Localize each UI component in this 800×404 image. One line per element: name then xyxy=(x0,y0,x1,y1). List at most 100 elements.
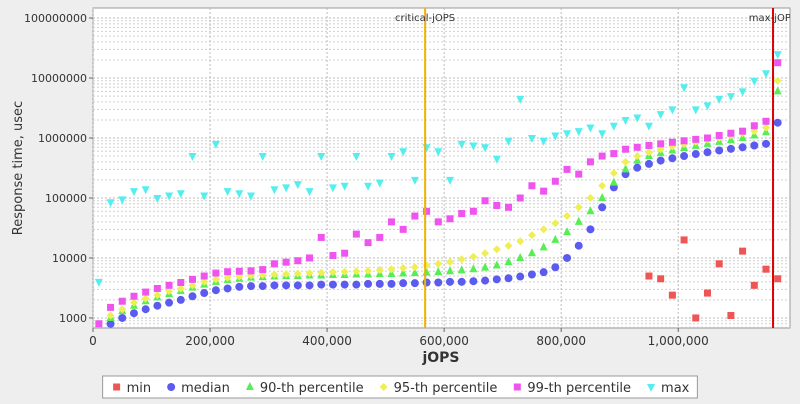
legend-item: 99-th percentile xyxy=(513,381,631,396)
point xyxy=(458,210,466,218)
point xyxy=(516,252,525,261)
point xyxy=(167,383,176,391)
point xyxy=(200,192,209,201)
point xyxy=(375,279,384,288)
point xyxy=(586,158,594,166)
plot-area xyxy=(92,7,791,329)
point xyxy=(609,177,618,186)
point xyxy=(527,248,536,257)
point xyxy=(387,279,396,288)
point xyxy=(282,184,291,193)
point xyxy=(399,148,408,157)
point xyxy=(118,196,127,205)
point xyxy=(118,297,126,305)
point xyxy=(223,188,232,197)
legend-item: median xyxy=(167,381,230,396)
point xyxy=(563,227,572,236)
point xyxy=(445,277,454,286)
point xyxy=(141,294,150,303)
point xyxy=(130,292,138,300)
point xyxy=(245,382,254,390)
point xyxy=(598,192,607,201)
point xyxy=(516,272,525,281)
point xyxy=(387,153,396,162)
point xyxy=(691,150,700,159)
point xyxy=(328,280,337,289)
point xyxy=(129,188,138,197)
point xyxy=(574,203,583,212)
point xyxy=(715,132,723,140)
point xyxy=(317,233,325,241)
x-tick-label: 0 xyxy=(89,334,97,348)
point xyxy=(762,117,770,125)
point xyxy=(762,139,771,148)
point xyxy=(177,278,185,286)
point xyxy=(188,292,197,301)
point xyxy=(551,263,560,272)
point xyxy=(129,309,138,318)
point xyxy=(176,190,185,199)
point xyxy=(106,199,115,208)
point xyxy=(739,127,747,135)
point xyxy=(235,267,243,275)
point xyxy=(410,176,419,185)
point xyxy=(364,266,373,275)
point xyxy=(668,154,677,163)
point xyxy=(727,129,735,137)
y-tick-label: 1000 xyxy=(59,312,87,325)
point xyxy=(328,268,337,277)
point xyxy=(527,135,536,144)
point xyxy=(188,153,197,162)
point xyxy=(727,311,735,319)
point xyxy=(621,164,630,173)
point xyxy=(621,157,630,166)
point xyxy=(223,273,232,282)
point xyxy=(505,203,513,211)
point xyxy=(141,186,150,195)
point xyxy=(376,233,384,241)
point xyxy=(656,111,665,120)
x-tick-label: 400,000 xyxy=(302,334,352,348)
point xyxy=(153,194,162,203)
point xyxy=(113,383,121,391)
point xyxy=(411,212,419,220)
point xyxy=(469,207,477,215)
point xyxy=(118,313,127,322)
marks: critical-jOPS max-jOPS xyxy=(94,8,790,328)
point xyxy=(399,225,407,233)
point xyxy=(423,207,431,215)
point xyxy=(598,181,607,190)
point xyxy=(668,291,676,299)
point xyxy=(165,287,174,296)
axes: 1000 10000 100000 1000000 10000000 100000000 0… xyxy=(24,12,709,348)
point xyxy=(644,148,653,157)
point xyxy=(622,145,630,153)
point xyxy=(445,176,454,185)
point xyxy=(293,269,302,278)
legend xyxy=(102,375,698,399)
point xyxy=(457,265,466,274)
legend-label: min xyxy=(127,381,152,396)
point xyxy=(106,319,115,328)
point xyxy=(539,242,548,251)
point xyxy=(504,257,513,266)
point xyxy=(387,218,395,226)
point xyxy=(481,144,490,153)
point xyxy=(410,268,419,277)
point xyxy=(457,140,466,149)
point xyxy=(165,192,174,201)
point xyxy=(527,270,536,279)
point xyxy=(657,140,665,148)
point xyxy=(469,142,478,151)
x-axis-label: jOPS xyxy=(421,350,459,366)
y-axis-label: Response time, usec xyxy=(11,101,26,235)
point xyxy=(107,303,115,311)
point xyxy=(200,289,209,298)
point xyxy=(504,137,513,146)
point xyxy=(656,156,665,165)
point xyxy=(364,239,372,247)
point xyxy=(270,281,279,290)
point xyxy=(492,275,501,284)
point xyxy=(211,140,220,149)
